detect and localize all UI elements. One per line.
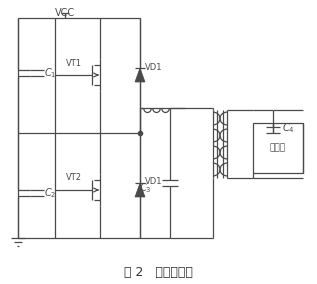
- Text: VD1: VD1: [145, 62, 163, 72]
- Text: $C_3$: $C_3$: [139, 181, 152, 195]
- Text: 换能器: 换能器: [270, 143, 286, 153]
- Text: VD1: VD1: [145, 178, 163, 187]
- Text: $C_2$: $C_2$: [44, 186, 57, 200]
- Bar: [253, 123, 303, 173]
- Polygon shape: [135, 183, 145, 197]
- Text: $C_4$: $C_4$: [282, 121, 295, 135]
- Text: $C_1$: $C_1$: [44, 66, 57, 80]
- Text: VT2: VT2: [66, 174, 82, 183]
- Text: VT1: VT1: [66, 59, 82, 68]
- Text: VCC: VCC: [55, 8, 75, 18]
- Polygon shape: [135, 68, 145, 82]
- Text: 图 2   逆变主电路: 图 2 逆变主电路: [124, 266, 192, 279]
